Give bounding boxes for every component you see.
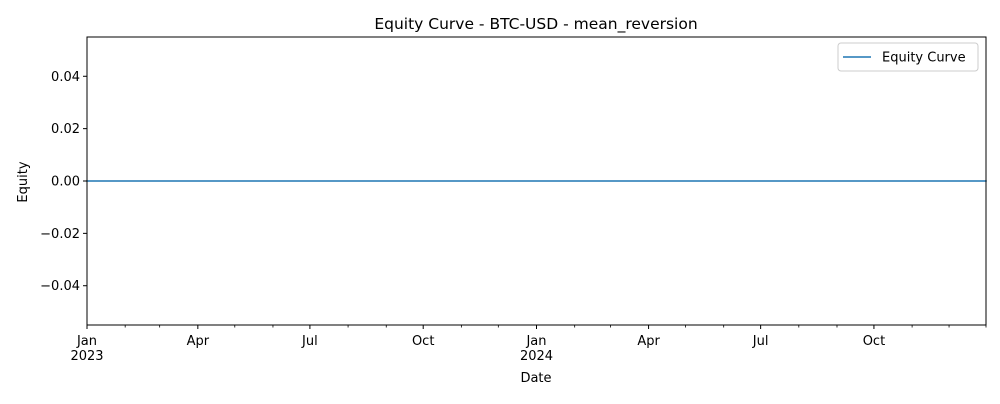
y-tick-label: 0.04 [51,70,80,85]
legend-box [837,42,979,72]
chart-title: Equity Curve - BTC-USD - mean_reversion [374,15,697,34]
y-tick-label: 0.02 [51,122,80,137]
x-tick-label: Apr [637,334,660,349]
x-tick-label: Jul [752,334,769,349]
y-axis-label: Equity [16,161,31,202]
x-tick-year-label: 2023 [70,349,103,364]
legend-entry-label: Equity Curve [882,51,966,66]
x-tick-label: Oct [863,334,885,349]
y-tick-label: 0.00 [51,175,80,190]
x-axis-label: Date [520,371,551,386]
x-tick-label: Jul [301,334,318,349]
x-tick-label: Jan [76,334,97,349]
x-tick-year-label: 2024 [520,349,553,364]
x-tick-label: Apr [187,334,210,349]
x-tick-label: Oct [412,334,434,349]
y-tick-label: −0.02 [40,227,80,242]
y-tick-label: −0.04 [40,279,80,294]
x-tick-label: Jan [525,334,546,349]
